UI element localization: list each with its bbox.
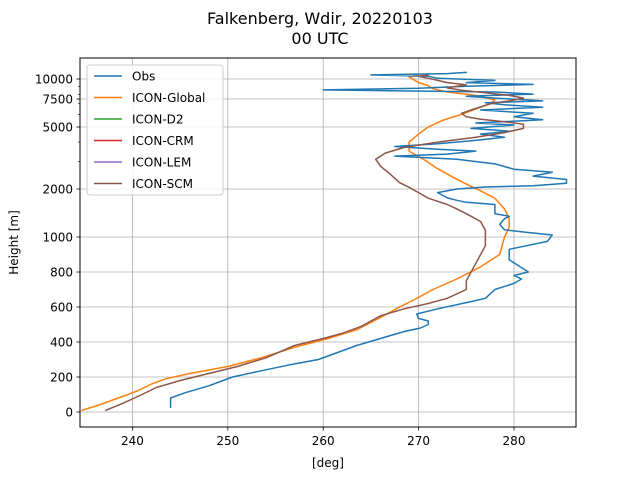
- y-tick-label: 2000: [42, 183, 73, 197]
- chart-title-line1: Falkenberg, Wdir, 20220103: [207, 9, 433, 28]
- x-tick-label: 280: [503, 434, 526, 448]
- legend-entry: ICON-D2: [132, 113, 184, 127]
- x-axis-ticks: 240 250 260 270 280: [121, 427, 525, 448]
- legend-box: [86, 64, 224, 196]
- x-tick-label: 260: [312, 434, 335, 448]
- y-tick-label: 800: [50, 266, 73, 280]
- plot-frame: [79, 57, 577, 428]
- legend-entry: ICON-CRM: [132, 134, 194, 148]
- series-line-icon-scm: [105, 74, 525, 412]
- series-line-obs: [169, 71, 568, 409]
- y-tick-label: 1000: [42, 231, 73, 245]
- y-tick-label: 200: [50, 371, 73, 385]
- y-axis-label: Height [m]: [7, 210, 21, 275]
- y-tick-label: 10000: [35, 73, 73, 87]
- y-tick-label: 7500: [42, 93, 73, 107]
- y-tick-label: 0: [65, 406, 73, 420]
- legend-entry: Obs: [132, 70, 155, 84]
- y-tick-label: 400: [50, 336, 73, 350]
- x-tick-label: 270: [407, 434, 430, 448]
- y-axis-ticks: 0 200 400 600 800 1000 2000 5000 7500 10000: [35, 73, 80, 420]
- x-axis-label: [deg]: [312, 456, 344, 470]
- series-lines: [81, 71, 568, 412]
- legend-entry: ICON-LEM: [132, 156, 191, 170]
- x-tick-label: 250: [216, 434, 239, 448]
- legend: Obs ICON-Global ICON-D2 ICON-CRM ICON-LEM ICO…: [86, 64, 224, 196]
- legend-entry: ICON-Global: [132, 91, 205, 105]
- chart-title-line2: 00 UTC: [291, 29, 348, 48]
- legend-entry: ICON-SCM: [132, 177, 193, 191]
- y-tick-label: 600: [50, 301, 73, 315]
- y-tick-label: 5000: [42, 121, 73, 135]
- x-tick-label: 240: [121, 434, 144, 448]
